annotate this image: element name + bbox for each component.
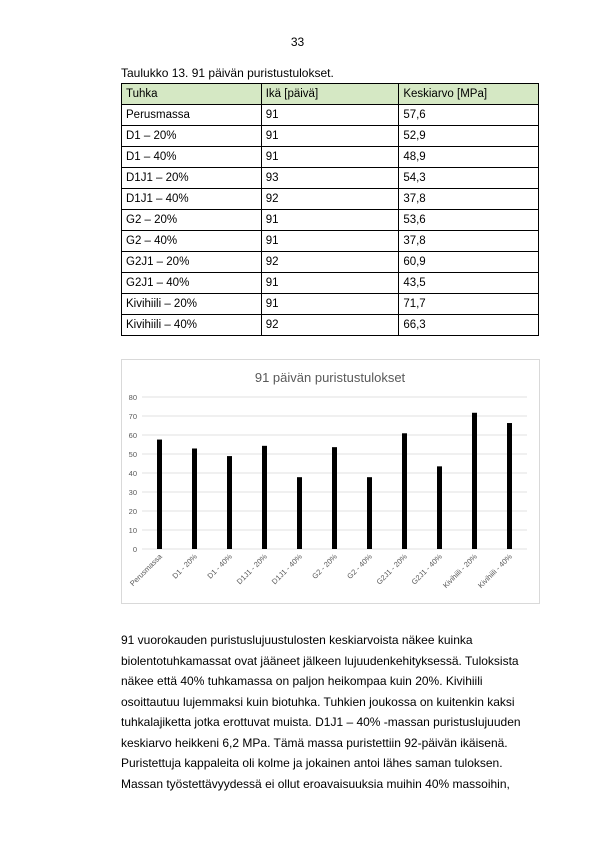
- table-row: D1 – 40% 91 48,9: [121, 146, 539, 168]
- header-ash: Tuhka: [121, 83, 262, 105]
- cell-mean: 37,8: [398, 230, 539, 252]
- table-row: G2J1 – 20% 92 60,9: [121, 251, 539, 273]
- paragraph-line: Puristettuja kappaleita oli kolme ja jok…: [121, 756, 503, 770]
- bar: [157, 439, 162, 549]
- header-age: Ikä [päivä]: [260, 83, 400, 105]
- cell-age: 91: [260, 272, 400, 294]
- y-tick-label: 10: [129, 526, 137, 535]
- cell-ash: G2 – 40%: [121, 230, 262, 252]
- paragraph-line: tuhkalajiketta jotka erottuvat muista. D…: [121, 715, 521, 729]
- results-table: Tuhka Ikä [päivä] Keskiarvo [MPa] Perusm…: [121, 83, 539, 336]
- cell-ash: G2J1 – 20%: [121, 251, 262, 273]
- table-header-row: Tuhka Ikä [päivä] Keskiarvo [MPa]: [121, 83, 539, 105]
- table-row: D1 – 20% 91 52,9: [121, 125, 539, 147]
- x-tick-label: G2J1 - 20%: [375, 552, 410, 587]
- cell-ash: D1J1 – 20%: [121, 167, 262, 189]
- x-tick-label: G2J1 - 40%: [410, 552, 445, 587]
- cell-ash: Kivihiili – 20%: [121, 293, 262, 315]
- chart-title: 91 päivän puristustulokset: [255, 370, 406, 385]
- cell-mean: 37,8: [398, 188, 539, 210]
- cell-age: 91: [260, 104, 400, 126]
- header-mean: Keskiarvo [MPa]: [398, 83, 539, 105]
- bar: [437, 466, 442, 549]
- x-tick-label: Kivihiili - 40%: [476, 552, 514, 590]
- cell-mean: 66,3: [398, 314, 539, 336]
- bar: [507, 423, 512, 549]
- bar: [227, 456, 232, 549]
- table-row: D1J1 – 40% 92 37,8: [121, 188, 539, 210]
- cell-mean: 54,3: [398, 167, 539, 189]
- cell-ash: G2J1 – 40%: [121, 272, 262, 294]
- table-row: G2J1 – 40% 91 43,5: [121, 272, 539, 294]
- cell-mean: 71,7: [398, 293, 539, 315]
- paragraph-line: näkee että 40% tuhkamassa on paljon heik…: [121, 674, 483, 688]
- cell-age: 91: [260, 293, 400, 315]
- cell-ash: Kivihiili – 40%: [121, 314, 262, 336]
- x-axis-ticks: Perusmassa D1 - 20% D1 - 40% D1J1 - 20% D1J1…: [128, 551, 514, 589]
- table-row: D1J1 – 20% 93 54,3: [121, 167, 539, 189]
- cell-age: 92: [260, 251, 400, 273]
- table-row: G2 – 20% 91 53,6: [121, 209, 539, 231]
- x-tick-label: Perusmassa: [128, 551, 164, 587]
- y-tick-label: 0: [133, 545, 137, 554]
- x-tick-label: D1 - 40%: [205, 552, 234, 581]
- x-tick-label: G2 - 20%: [310, 552, 339, 581]
- bar: [262, 445, 267, 549]
- y-tick-label: 60: [129, 431, 137, 440]
- cell-mean: 43,5: [398, 272, 539, 294]
- cell-mean: 53,6: [398, 209, 539, 231]
- cell-ash: G2 – 20%: [121, 209, 262, 231]
- paragraph-line: 91 vuorokauden puristuslujuustulosten ke…: [121, 633, 473, 647]
- table-row: Kivihiili – 20% 91 71,7: [121, 293, 539, 315]
- paragraph-line: osoittautuu lujemmaksi kuin biotuhka. Tu…: [121, 694, 515, 709]
- table-row: G2 – 40% 91 37,8: [121, 230, 539, 252]
- x-tick-label: G2 - 40%: [345, 552, 374, 581]
- y-tick-label: 40: [129, 469, 137, 478]
- y-tick-label: 20: [129, 507, 137, 516]
- cell-age: 93: [260, 167, 400, 189]
- cell-age: 92: [260, 314, 400, 336]
- cell-mean: 48,9: [398, 146, 539, 168]
- paragraph-line: Massan työstettävyydessä ei ollut eroava…: [121, 776, 510, 791]
- cell-age: 92: [260, 188, 400, 210]
- table-row: Kivihiili – 40% 92 66,3: [121, 314, 539, 336]
- cell-ash: D1J1 – 40%: [121, 188, 262, 210]
- bar: [332, 447, 337, 549]
- cell-ash: D1 – 20%: [121, 125, 262, 147]
- cell-mean: 52,9: [398, 125, 539, 147]
- cell-age: 91: [260, 230, 400, 252]
- bar: [367, 477, 372, 549]
- cell-age: 91: [260, 209, 400, 231]
- x-tick-label: D1 - 20%: [170, 552, 199, 581]
- paragraph-line: biolentotuhkamassat ovat jääneet jälkeen…: [121, 653, 519, 668]
- bar: [402, 433, 407, 549]
- page-number: 33: [290, 35, 305, 49]
- bar: [192, 448, 197, 549]
- cell-age: 91: [260, 125, 400, 147]
- cell-ash: D1 – 40%: [121, 146, 262, 168]
- bar: [297, 477, 302, 549]
- paragraph-line: keskiarvo heikkeni 6,2 MPa. Tämä massa p…: [121, 735, 508, 750]
- cell-ash: Perusmassa: [121, 104, 262, 126]
- bar: [472, 412, 477, 549]
- y-tick-label: 80: [129, 393, 137, 402]
- bar-chart: 91 päivän puristustulokset 0 10 20 30 40 50 60…: [121, 359, 540, 604]
- y-axis-ticks: 0 10 20 30 40 50 60 70 80: [129, 393, 137, 554]
- chart-bars: [157, 412, 512, 549]
- cell-age: 91: [260, 146, 400, 168]
- cell-mean: 57,6: [398, 104, 539, 126]
- chart-canvas: 91 päivän puristustulokset 0 10 20 30 40 50 60…: [128, 370, 527, 590]
- body-paragraph: 91 vuorokauden puristuslujuustulosten ke…: [121, 630, 531, 794]
- x-tick-label: D1J1 - 40%: [270, 552, 304, 586]
- x-tick-label: D1J1 - 20%: [235, 552, 269, 586]
- y-tick-label: 30: [129, 488, 137, 497]
- x-tick-label: Kivihiili - 20%: [441, 552, 479, 590]
- y-tick-label: 70: [129, 412, 137, 421]
- y-tick-label: 50: [129, 450, 137, 459]
- table-row: Perusmassa 91 57,6: [121, 104, 539, 126]
- cell-mean: 60,9: [398, 251, 539, 273]
- table-caption: Taulukko 13. 91 päivän puristustulokset.: [121, 66, 334, 80]
